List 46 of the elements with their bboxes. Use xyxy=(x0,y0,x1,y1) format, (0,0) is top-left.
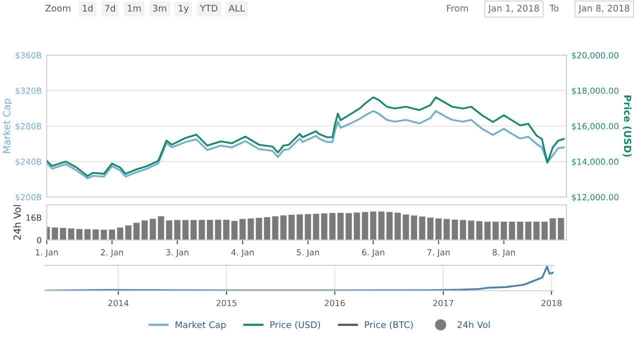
x-tick-label: 2014 xyxy=(108,300,128,306)
x-tick-label: 8. Jan xyxy=(492,249,515,258)
text: 3m xyxy=(153,4,166,12)
y2-tick-label: $12,000.00 xyxy=(572,194,618,202)
text: Jan 8, 2018 xyxy=(578,4,630,14)
y2-tick-label: $20,000.00 xyxy=(572,52,618,60)
x-tick-label: 2015 xyxy=(216,300,236,306)
text: To xyxy=(549,4,559,12)
y-tick-label: 16B xyxy=(26,214,42,221)
y-tick-label: $280B xyxy=(16,122,42,130)
line-series xyxy=(46,96,565,178)
y2-tick-label: $18,000.00 xyxy=(572,87,618,95)
x-tick-label: 4. Jan xyxy=(231,249,254,258)
x-tick-label: 3. Jan xyxy=(166,249,188,258)
text: YTD xyxy=(200,4,218,12)
y2-tick-label: $14,000.00 xyxy=(572,158,618,166)
x-tick-label: 2. Jan xyxy=(100,249,124,258)
y-tick-label: $240B xyxy=(16,158,42,166)
x-tick-label: 7. Jan xyxy=(427,249,450,258)
x-tick-label: 5. Jan xyxy=(296,249,319,258)
legend-label: Price (USD) xyxy=(270,321,320,330)
legend-label: 24h Vol xyxy=(458,321,490,328)
text: From xyxy=(447,4,468,12)
y-tick-label: $200B xyxy=(16,194,42,202)
y2-tick-label: $16,000.00 xyxy=(572,122,618,130)
text: 1d xyxy=(82,4,93,12)
x-tick-label: 2016 xyxy=(324,300,345,306)
y-axis-title: Market Cap xyxy=(2,98,12,153)
x-tick-label: 2018 xyxy=(542,300,562,306)
legend-label: Market Cap xyxy=(176,321,226,330)
text: Jan 1, 2018 xyxy=(488,4,540,14)
legend-label: Price (BTC) xyxy=(365,321,413,330)
y-tick-label: $360B xyxy=(16,52,42,60)
x-tick-label: 6. Jan xyxy=(362,249,384,258)
x-tick-label: 1. Jan xyxy=(36,249,58,258)
y-axis-title: 24h Vol xyxy=(13,205,21,240)
text: 7d xyxy=(105,4,116,12)
y-tick-label: 0 xyxy=(37,236,42,244)
y2-axis-title: Price (USD) xyxy=(622,96,632,157)
line-series xyxy=(46,110,565,180)
text: 1y xyxy=(178,4,189,14)
y-tick-label: $320B xyxy=(16,87,42,95)
x-tick-label: 2017 xyxy=(433,300,454,306)
text: ALL xyxy=(228,4,245,12)
text: Zoom xyxy=(45,4,70,12)
text: 1m xyxy=(128,4,141,12)
